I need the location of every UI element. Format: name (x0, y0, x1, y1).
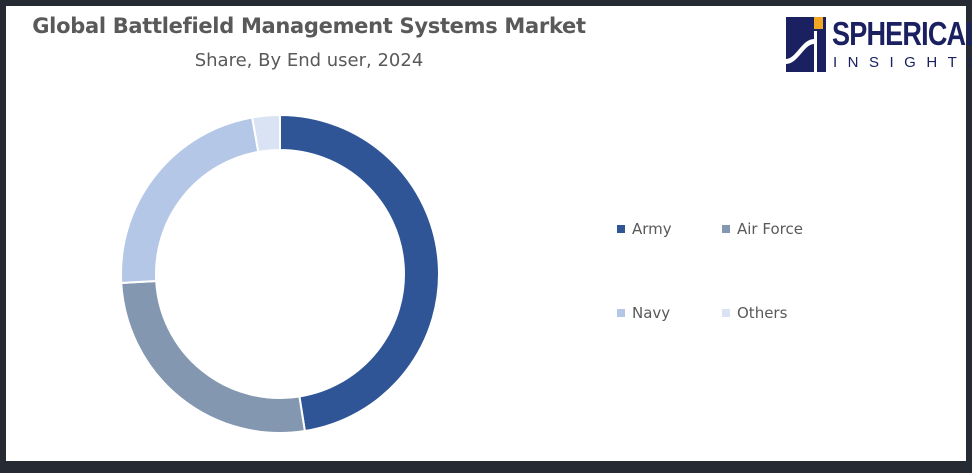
donut-segment-air-force (120, 279, 307, 434)
spherical-insights-logo: SPHERICAL INSIGHTS (786, 15, 972, 75)
logo-text-spherical: SPHERICAL (832, 15, 972, 52)
legend-item-army: Army (617, 220, 672, 238)
donut-segment-others (251, 113, 281, 154)
legend-swatch (617, 309, 625, 317)
legend-swatch (722, 309, 730, 317)
chart-subtitle: Share, By End user, 2024 (194, 50, 424, 71)
legend-swatch (722, 225, 730, 233)
chart-title: Global Battlefield Management Systems Ma… (32, 14, 586, 38)
legend-label: Air Force (737, 220, 803, 238)
logo-mark-icon (786, 17, 826, 72)
logo-text-insights: INSIGHTS (833, 54, 972, 71)
legend-label: Navy (632, 304, 671, 322)
legend-swatch (617, 225, 625, 233)
legend-item-navy: Navy (617, 304, 670, 322)
legend-item-others: Others (722, 304, 787, 322)
donut-segment-army (279, 113, 440, 433)
legend-item-air-force: Air Force (722, 220, 803, 238)
legend-label: Army (632, 220, 672, 238)
donut-segment-navy (120, 116, 260, 285)
legend-label: Others (737, 304, 788, 322)
